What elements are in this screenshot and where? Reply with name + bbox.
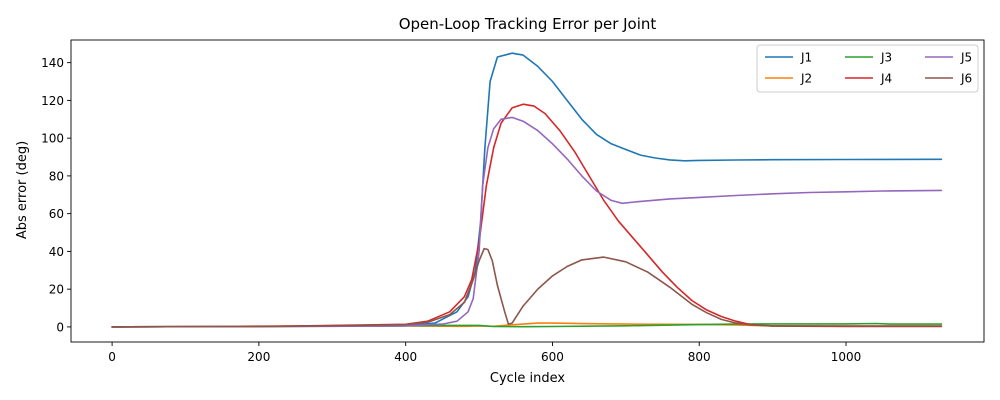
plot-area (70, 39, 985, 343)
y-tick-label: 40 (49, 245, 64, 259)
legend-label-j3: J3 (880, 51, 892, 65)
legend-label-j5: J5 (960, 51, 972, 65)
x-tick-label: 0 (108, 350, 116, 364)
series-line-j6 (111, 247, 943, 328)
x-tick-label: 200 (247, 350, 270, 364)
y-tick-label: 60 (49, 207, 64, 221)
x-axis: 0 200 400 600 800 1000 (108, 342, 861, 364)
legend-box (756, 44, 979, 93)
chart-title: Open-Loop Tracking Error per Joint (399, 15, 657, 33)
y-tick-label: 120 (41, 94, 64, 108)
x-tick-label: 1000 (831, 350, 862, 364)
x-tick-label: 600 (541, 350, 564, 364)
legend-label-j2: J2 (800, 72, 812, 86)
y-tick-label: 80 (49, 169, 64, 183)
x-axis-label: Cycle index (490, 371, 566, 386)
x-tick-label: 800 (688, 350, 711, 364)
legend: J1 J2 J3 J4 J5 J6 (756, 44, 979, 93)
legend-label-j1: J1 (800, 51, 812, 65)
legend-label-j6: J6 (960, 72, 972, 86)
y-tick-label: 0 (56, 320, 64, 334)
series-line-j5 (111, 116, 943, 328)
y-axis-label: Abs error (deg) (15, 141, 30, 239)
x-tick-label: 400 (394, 350, 417, 364)
y-tick-label: 100 (41, 132, 64, 146)
series-layer (111, 52, 943, 328)
y-tick-label: 140 (41, 56, 64, 70)
series-line-j4 (111, 103, 943, 328)
legend-label-j4: J4 (880, 72, 892, 86)
plot-frame (70, 39, 985, 343)
y-tick-label: 20 (49, 283, 64, 297)
y-axis: 0 20 40 60 80 100 120 140 (41, 56, 71, 334)
